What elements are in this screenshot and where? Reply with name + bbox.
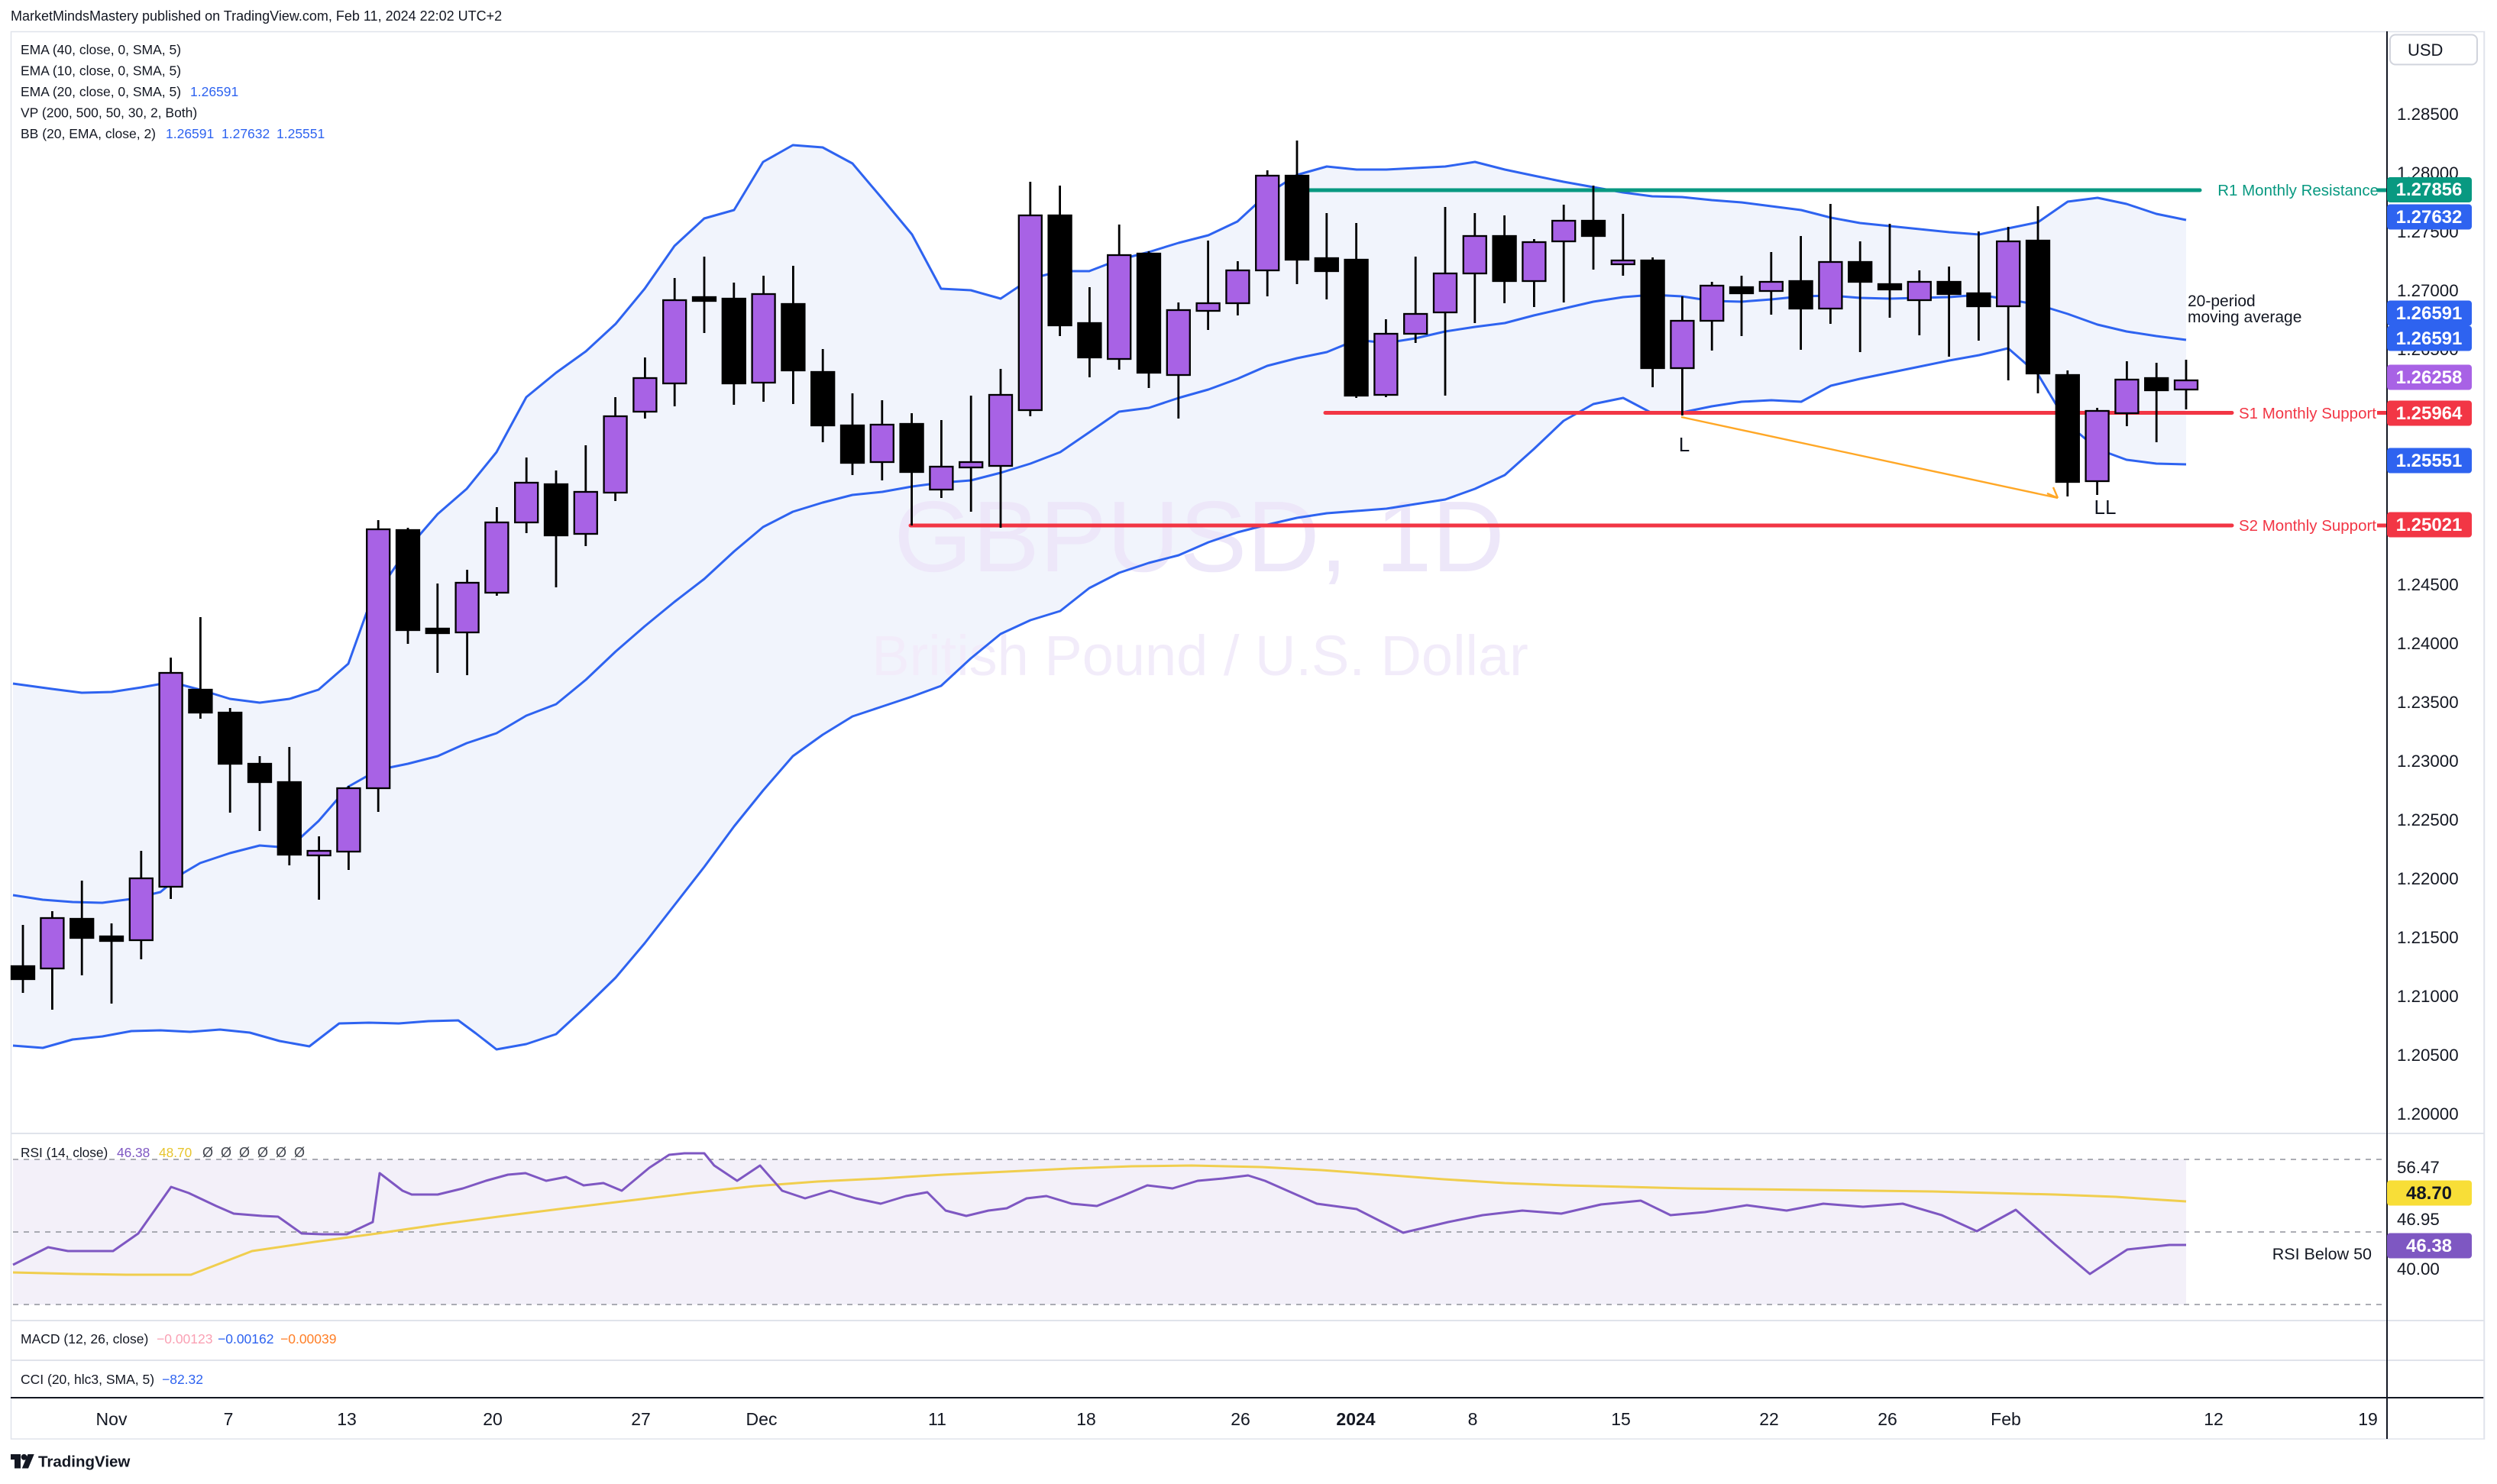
svg-text:1.27632: 1.27632 [2396,207,2463,228]
svg-text:GBPUSD, 1D: GBPUSD, 1D [894,480,1505,593]
svg-text:RSI Below 50: RSI Below 50 [2272,1245,2372,1263]
svg-text:Dec: Dec [746,1409,778,1429]
svg-text:Ø: Ø [276,1145,286,1160]
svg-text:13: 13 [337,1409,357,1429]
svg-text:1.22500: 1.22500 [2397,810,2459,829]
svg-text:27: 27 [631,1409,651,1429]
svg-text:−82.32: −82.32 [162,1372,203,1387]
svg-text:1.24000: 1.24000 [2397,634,2459,653]
svg-text:1.27632: 1.27632 [222,126,270,141]
svg-text:18: 18 [1076,1409,1096,1429]
svg-text:R1 Monthly Resistance: R1 Monthly Resistance [2217,182,2379,199]
svg-text:12: 12 [2204,1409,2224,1429]
svg-text:BB (20, EMA, close, 2): BB (20, EMA, close, 2) [21,126,156,141]
svg-text:1.26591: 1.26591 [190,84,238,99]
svg-text:1.26591: 1.26591 [166,126,214,141]
svg-text:British Pound / U.S. Dollar: British Pound / U.S. Dollar [872,624,1528,687]
svg-text:Ø: Ø [221,1145,231,1160]
svg-text:1.26591: 1.26591 [2396,303,2463,324]
svg-text:LL: LL [2094,496,2117,519]
svg-text:40.00: 40.00 [2397,1259,2440,1279]
svg-text:1.26591: 1.26591 [2396,328,2463,349]
svg-text:1.22000: 1.22000 [2397,869,2459,888]
svg-text:11: 11 [928,1409,946,1429]
svg-text:56.47: 56.47 [2397,1158,2440,1177]
svg-text:moving average: moving average [2188,309,2301,326]
svg-text:1.27000: 1.27000 [2397,281,2459,300]
svg-text:48.70: 48.70 [159,1145,192,1160]
svg-text:15: 15 [1611,1409,1631,1429]
svg-text:TradingView: TradingView [38,1453,130,1471]
svg-text:−0.00039: −0.00039 [280,1331,336,1347]
svg-text:20-period: 20-period [2188,293,2256,310]
svg-text:Ø: Ø [202,1145,213,1160]
svg-text:8: 8 [1468,1409,1478,1429]
svg-text:Ø: Ø [294,1145,305,1160]
svg-text:−0.00162: −0.00162 [218,1331,273,1347]
svg-text:1.28500: 1.28500 [2397,105,2459,124]
svg-text:Nov: Nov [96,1409,128,1429]
svg-text:19: 19 [2358,1409,2378,1429]
svg-text:1.26258: 1.26258 [2396,367,2463,388]
svg-text:1.21500: 1.21500 [2397,928,2459,947]
svg-text:7: 7 [224,1409,234,1429]
svg-text:L: L [1679,433,1690,456]
svg-text:S2 Monthly Support: S2 Monthly Support [2239,517,2376,535]
svg-text:1.25551: 1.25551 [2396,451,2463,471]
svg-text:1.27856: 1.27856 [2396,179,2463,200]
svg-text:1.23000: 1.23000 [2397,752,2459,771]
svg-text:20: 20 [483,1409,503,1429]
svg-text:1.20500: 1.20500 [2397,1046,2459,1065]
svg-text:1.25964: 1.25964 [2396,403,2463,424]
svg-text:−0.00123: −0.00123 [157,1331,212,1347]
svg-text:46.38: 46.38 [2406,1236,2452,1256]
svg-text:MarketMindsMastery published o: MarketMindsMastery published on TradingV… [11,8,502,24]
svg-text:1.23500: 1.23500 [2397,693,2459,712]
svg-text:Ø: Ø [239,1145,250,1160]
svg-text:1.25021: 1.25021 [2396,515,2463,535]
svg-text:RSI (14, close): RSI (14, close) [21,1145,108,1160]
svg-text:VP (200, 500, 50, 30, 2, Both): VP (200, 500, 50, 30, 2, Both) [21,105,197,121]
svg-text:46.38: 46.38 [117,1145,150,1160]
svg-text:EMA (10, close, 0, SMA, 5): EMA (10, close, 0, SMA, 5) [21,63,181,79]
svg-text:1.21000: 1.21000 [2397,987,2459,1006]
svg-text:EMA (20, close, 0, SMA, 5): EMA (20, close, 0, SMA, 5) [21,84,181,99]
svg-text:EMA (40, close, 0, SMA, 5): EMA (40, close, 0, SMA, 5) [21,42,181,57]
svg-text:1.25551: 1.25551 [277,126,325,141]
svg-text:1.24500: 1.24500 [2397,575,2459,594]
svg-text:Feb: Feb [1991,1409,2021,1429]
svg-text:22: 22 [1759,1409,1779,1429]
svg-text:Ø: Ø [257,1145,268,1160]
svg-text:46.95: 46.95 [2397,1210,2440,1229]
svg-text:1.20000: 1.20000 [2397,1104,2459,1124]
svg-text:S1 Monthly Support: S1 Monthly Support [2239,405,2376,422]
svg-text:MACD (12, 26, close): MACD (12, 26, close) [21,1331,148,1347]
svg-text:CCI (20, hlc3, SMA, 5): CCI (20, hlc3, SMA, 5) [21,1372,154,1387]
svg-text:48.70: 48.70 [2406,1183,2452,1204]
svg-text:USD: USD [2408,40,2443,60]
svg-text:2024: 2024 [1336,1409,1375,1429]
svg-text:26: 26 [1231,1409,1250,1429]
svg-text:26: 26 [1878,1409,1897,1429]
